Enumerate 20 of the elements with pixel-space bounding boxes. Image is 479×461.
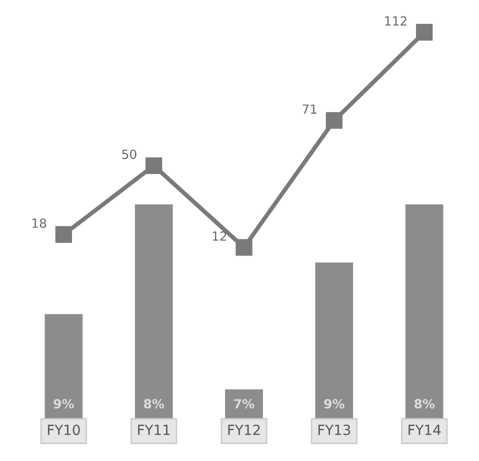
- point: [55, 226, 72, 243]
- data-label: 12: [212, 231, 226, 241]
- point: [236, 239, 252, 256]
- annotation: 8%: [144, 399, 164, 408]
- annotation: 8%: [414, 399, 435, 408]
- data-label: 112: [385, 16, 406, 26]
- annotation: 7%: [234, 399, 254, 408]
- x-tick-label: FY13: [318, 424, 350, 436]
- annotation: 9%: [324, 399, 344, 408]
- data-label: 71: [302, 104, 316, 114]
- point: [326, 112, 343, 129]
- data-label: 18: [32, 218, 46, 228]
- x-tick-label: FY12: [228, 424, 260, 435]
- point: [416, 24, 433, 41]
- x-tick-label: FY14: [408, 424, 441, 435]
- point: [146, 157, 162, 174]
- x-tick-label: FY10: [48, 424, 80, 436]
- data-label: 50: [122, 150, 136, 160]
- x-tick-label: FY11: [138, 424, 170, 435]
- annotation: 9%: [54, 399, 74, 408]
